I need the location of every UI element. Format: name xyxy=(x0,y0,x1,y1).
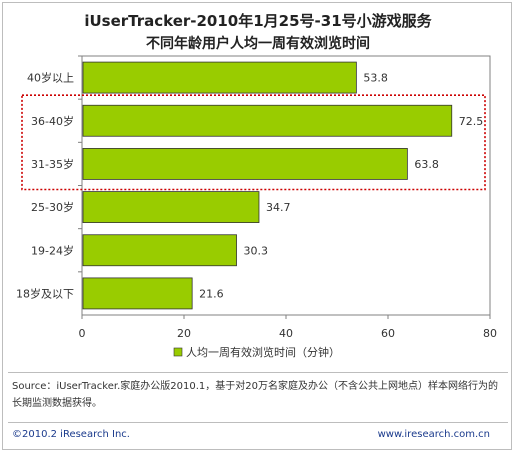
x-tick-label: 60 xyxy=(381,327,395,340)
source-note: Source：iUserTracker.家庭办公版2010.1，基于对20万名家… xyxy=(12,381,498,409)
legend-swatch xyxy=(173,347,183,357)
footer-divider xyxy=(8,422,508,423)
category-label: 19-24岁 xyxy=(31,243,74,257)
source-divider xyxy=(8,372,508,373)
x-tick-label: 0 xyxy=(79,327,86,340)
data-label: 63.8 xyxy=(414,158,439,171)
data-label: 53.8 xyxy=(363,72,388,85)
category-label: 18岁及以下 xyxy=(16,286,74,300)
bar xyxy=(82,104,453,137)
bar xyxy=(82,61,357,94)
data-label: 72.5 xyxy=(459,115,484,128)
category-label: 31-35岁 xyxy=(31,157,74,171)
chart-frame xyxy=(2,2,512,450)
category-label: 40岁以上 xyxy=(27,71,74,85)
bar xyxy=(82,191,260,223)
category-label: 36-40岁 xyxy=(31,114,74,128)
chart-subtitle: 不同年龄用户人均一周有效浏览时间 xyxy=(146,36,370,52)
copyright-text: ©2010.2 iResearch Inc. xyxy=(12,429,130,440)
category-label: 25-30岁 xyxy=(31,200,74,214)
bar xyxy=(82,234,237,267)
bar xyxy=(82,277,193,310)
x-tick-label: 80 xyxy=(483,327,497,340)
data-label: 30.3 xyxy=(244,244,269,257)
x-tick-label: 20 xyxy=(177,327,191,340)
legend-label: 人均一周有效浏览时间（分钟） xyxy=(186,345,340,359)
bar xyxy=(82,148,408,180)
highlight-box xyxy=(21,94,486,191)
website-link[interactable]: www.iresearch.com.cn xyxy=(377,429,490,440)
data-label: 34.7 xyxy=(266,201,291,214)
chart-title: iUserTracker-2010年1月25号-31号小游戏服务 xyxy=(84,12,432,30)
data-label: 21.6 xyxy=(199,287,224,300)
x-tick-label: 40 xyxy=(279,327,293,340)
